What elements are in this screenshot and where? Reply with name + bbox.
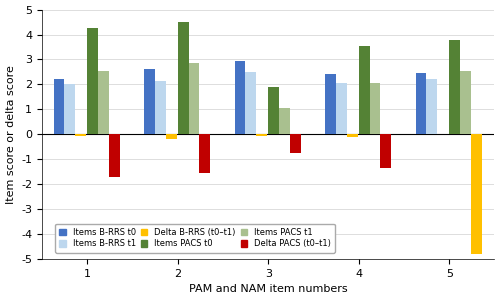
Y-axis label: Item score or delta score: Item score or delta score <box>6 65 16 204</box>
Bar <box>256 134 267 136</box>
Bar <box>234 61 246 134</box>
Bar <box>155 81 166 134</box>
Bar <box>178 22 188 134</box>
Bar <box>87 28 98 134</box>
Bar <box>370 83 380 134</box>
Bar <box>200 134 210 173</box>
Bar <box>449 40 460 134</box>
Bar <box>109 134 120 177</box>
Bar <box>64 84 76 134</box>
Bar <box>279 108 290 134</box>
Bar <box>347 134 358 137</box>
Bar <box>54 80 64 134</box>
Bar <box>166 134 176 140</box>
Bar <box>268 87 279 134</box>
Bar <box>76 134 86 136</box>
Bar <box>325 74 336 134</box>
Bar <box>460 71 471 134</box>
Bar <box>416 73 426 134</box>
Bar <box>290 134 301 153</box>
Bar <box>144 70 155 134</box>
Legend: Items B-RRS t0, Items B-RRS t1, Delta B-RRS (t0–t1), Items PACS t0, Items PACS t: Items B-RRS t0, Items B-RRS t1, Delta B-… <box>55 224 335 253</box>
X-axis label: PAM and NAM item numbers: PAM and NAM item numbers <box>189 284 348 294</box>
Bar <box>471 134 482 254</box>
Bar <box>380 134 392 168</box>
Bar <box>246 72 256 134</box>
Bar <box>358 46 370 134</box>
Bar <box>98 71 109 134</box>
Bar <box>188 63 200 134</box>
Bar <box>336 83 347 134</box>
Bar <box>426 80 438 134</box>
